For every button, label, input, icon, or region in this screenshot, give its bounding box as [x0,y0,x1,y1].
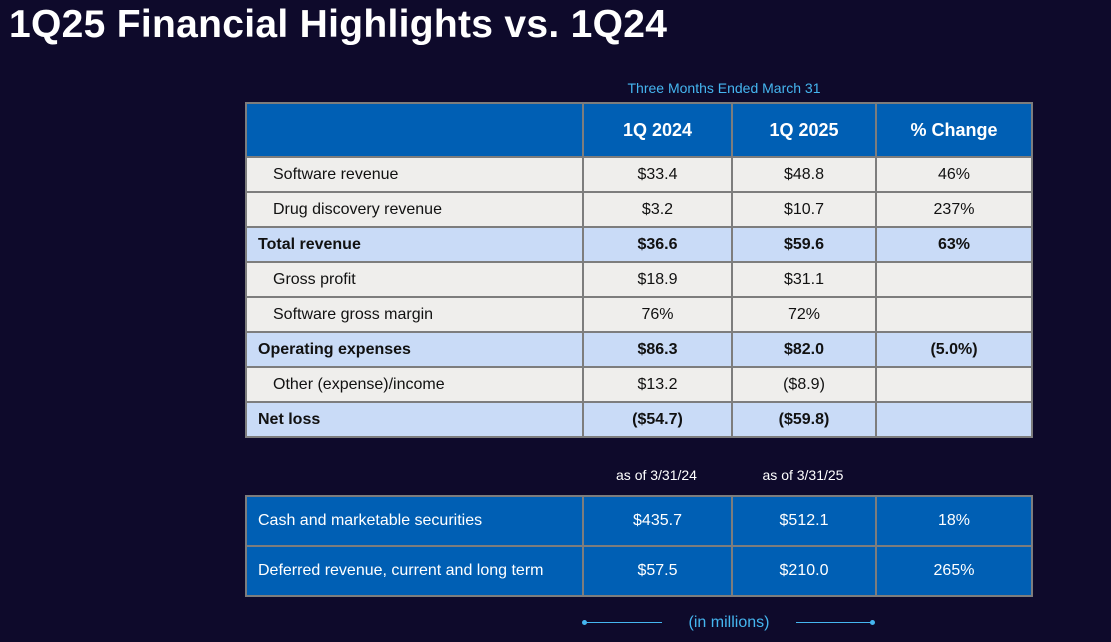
table-row-drug-discovery-revenue: Drug discovery revenue $3.2 $10.7 237% [245,191,1033,228]
value-change: (5.0%) [875,331,1033,368]
header-1q2024: 1Q 2024 [582,102,733,158]
table-row-net-loss: Net loss ($54.7) ($59.8) [245,401,1033,438]
financial-highlights-table: 1Q 2024 1Q 2025 % Change Software revenu… [245,102,1033,438]
value-2025: $210.0 [731,545,877,597]
value-1q2024: $86.3 [582,331,733,368]
value-1q2025: $82.0 [731,331,877,368]
value-change [875,296,1033,333]
value-2025: $512.1 [731,495,877,547]
value-change: 265% [875,545,1033,597]
table-row-operating-expenses: Operating expenses $86.3 $82.0 (5.0%) [245,331,1033,368]
value-1q2024: 76% [582,296,733,333]
table-row-gross-profit: Gross profit $18.9 $31.1 [245,261,1033,298]
table-row-software-revenue: Software revenue $33.4 $48.8 46% [245,156,1033,193]
value-change: 237% [875,191,1033,228]
row-label: Operating expenses [245,331,584,368]
table-row-total-revenue: Total revenue $36.6 $59.6 63% [245,226,1033,263]
value-1q2024: ($54.7) [582,401,733,438]
as-of-label-2025: as of 3/31/25 [762,467,844,483]
row-label: Net loss [245,401,584,438]
value-1q2025: $48.8 [731,156,877,193]
value-1q2025: $31.1 [731,261,877,298]
value-1q2025: ($8.9) [731,366,877,403]
value-change: 18% [875,495,1033,547]
value-change [875,261,1033,298]
value-1q2024: $18.9 [582,261,733,298]
row-label: Total revenue [245,226,584,263]
value-change [875,401,1033,438]
value-1q2025: $59.6 [731,226,877,263]
value-2024: $435.7 [582,495,733,547]
value-change: 63% [875,226,1033,263]
as-of-label-2024: as of 3/31/24 [616,467,697,483]
units-note: (in millions) [688,614,770,631]
header-label-cell [245,102,584,158]
units-left-rule [585,622,662,623]
row-label: Cash and marketable securities [245,495,584,547]
table-row-cash: Cash and marketable securities $435.7 $5… [245,495,1033,547]
header-1q2025: 1Q 2025 [731,102,877,158]
header-percent-change: % Change [875,102,1033,158]
value-1q2024: $3.2 [582,191,733,228]
table-row-deferred-revenue: Deferred revenue, current and long term … [245,545,1033,597]
units-right-rule [796,622,872,623]
units-left-dot [582,620,587,625]
row-label: Other (expense)/income [245,366,584,403]
value-1q2024: $13.2 [582,366,733,403]
row-label: Drug discovery revenue [245,191,584,228]
period-label: Three Months Ended March 31 [627,80,821,96]
table-row-software-gross-margin: Software gross margin 76% 72% [245,296,1033,333]
units-right-dot [870,620,875,625]
value-1q2025: 72% [731,296,877,333]
table-row-other-income: Other (expense)/income $13.2 ($8.9) [245,366,1033,403]
page-title: 1Q25 Financial Highlights vs. 1Q24 [9,3,668,46]
row-label: Deferred revenue, current and long term [245,545,584,597]
value-1q2024: $33.4 [582,156,733,193]
value-change: 46% [875,156,1033,193]
table-header-row: 1Q 2024 1Q 2025 % Change [245,102,1033,158]
row-label: Gross profit [245,261,584,298]
value-1q2024: $36.6 [582,226,733,263]
row-label: Software revenue [245,156,584,193]
balance-sheet-table: Cash and marketable securities $435.7 $5… [245,495,1033,597]
value-1q2025: ($59.8) [731,401,877,438]
value-2024: $57.5 [582,545,733,597]
row-label: Software gross margin [245,296,584,333]
value-change [875,366,1033,403]
value-1q2025: $10.7 [731,191,877,228]
